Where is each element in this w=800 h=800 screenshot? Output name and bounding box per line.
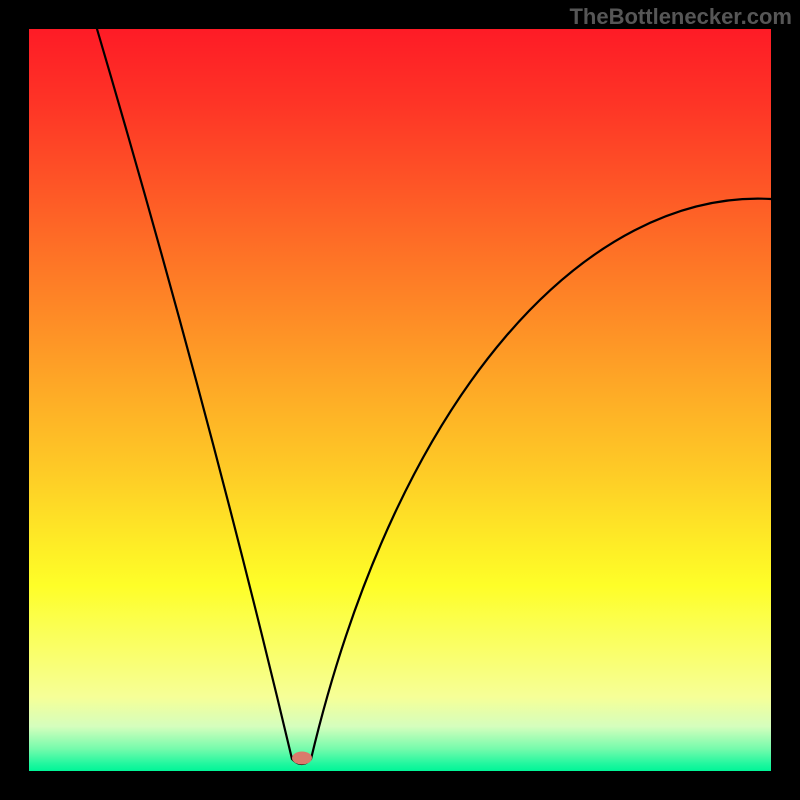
bottleneck-curve <box>29 29 771 771</box>
plot-area <box>29 29 771 771</box>
chart-canvas: TheBottlenecker.com <box>0 0 800 800</box>
watermark-text: TheBottlenecker.com <box>569 4 792 30</box>
optimum-marker <box>292 752 312 765</box>
curve-path <box>97 29 771 764</box>
